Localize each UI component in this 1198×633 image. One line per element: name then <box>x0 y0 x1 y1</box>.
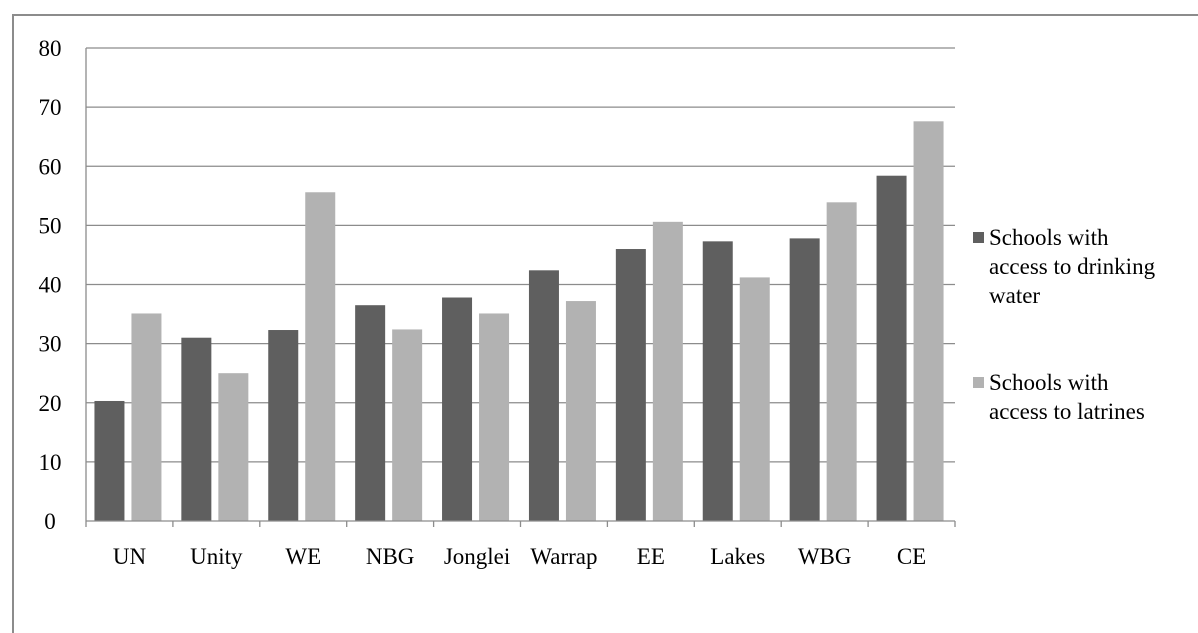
bar-series-2 <box>218 373 248 521</box>
bar-series-2 <box>914 121 944 521</box>
legend-label: access to drinking <box>989 254 1156 279</box>
bar-series-2 <box>653 222 683 521</box>
bar-series-1 <box>877 176 907 521</box>
bar-series-1 <box>355 305 385 521</box>
bar-series-1 <box>181 338 211 521</box>
x-tick-label: Jonglei <box>444 544 510 569</box>
bar-series-1 <box>616 249 646 521</box>
legend-label: access to latrines <box>989 399 1145 424</box>
y-tick-label: 10 <box>39 450 62 475</box>
bar-series-1 <box>790 238 820 521</box>
bar-series-2 <box>566 301 596 521</box>
bar-series-1 <box>529 270 559 521</box>
bar-series-2 <box>740 277 770 521</box>
y-tick-label: 50 <box>39 213 62 238</box>
legend-item-1: Schools with access to drinking water <box>973 225 1156 308</box>
axes <box>86 48 955 527</box>
bar-series-1 <box>442 298 472 521</box>
legend-label: water <box>989 283 1040 308</box>
bar-series-2 <box>479 313 509 521</box>
x-tick-label: EE <box>637 544 665 569</box>
y-tick-labels: 0 10 20 30 40 50 60 70 80 <box>39 36 62 534</box>
y-tick-label: 70 <box>39 95 62 120</box>
y-tick-label: 0 <box>44 509 56 534</box>
y-tick-label: 80 <box>39 36 62 61</box>
bar-series-2 <box>827 202 857 521</box>
x-tick-labels: UN Unity WE NBG Jonglei Warrap EE Lakes WBG CE <box>113 544 926 569</box>
x-tick-label: WE <box>285 544 321 569</box>
y-tick-label: 40 <box>39 273 62 298</box>
bars <box>94 121 943 521</box>
bar-series-2 <box>305 192 335 521</box>
x-tick-label: UN <box>113 544 147 569</box>
y-tick-label: 20 <box>39 391 62 416</box>
y-tick-label: 60 <box>39 154 62 179</box>
legend-swatch <box>973 232 984 243</box>
x-tick-label: NBG <box>366 544 415 569</box>
bar-series-1 <box>703 241 733 521</box>
x-tick-label: Lakes <box>710 544 765 569</box>
bar-series-1 <box>268 330 298 521</box>
legend-label: Schools with <box>989 370 1109 395</box>
x-tick-label: Unity <box>190 544 243 569</box>
gridlines <box>86 48 955 462</box>
x-tick-label: WBG <box>798 544 852 569</box>
bar-series-2 <box>131 313 161 521</box>
legend-item-2: Schools with access to latrines <box>973 370 1145 424</box>
legend-swatch <box>973 377 984 388</box>
x-tick-label: Warrap <box>530 544 597 569</box>
bar-series-1 <box>94 401 124 521</box>
legend-label: Schools with <box>989 225 1109 250</box>
x-tick-label: CE <box>897 544 926 569</box>
y-tick-label: 30 <box>39 332 62 357</box>
bar-series-2 <box>392 329 422 521</box>
